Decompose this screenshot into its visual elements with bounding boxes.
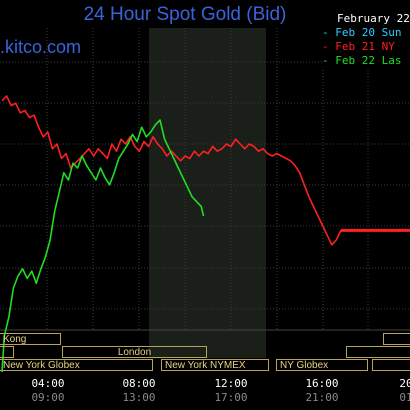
x-tick-0: 04:00 [31,377,65,390]
chart-title: 24 Hour Spot Gold (Bid) [83,4,287,25]
date-label: February 22 [337,12,410,25]
x-tick-4: 20 [399,377,410,390]
shade-layer [149,28,266,358]
session-ny-globex: NY Globex [276,359,368,371]
legend-swatch-1: - [322,40,336,53]
legend-item-0: - Feb 20 Sun [322,26,410,40]
session-right-row3 [372,359,410,371]
legend-label-0: Feb 20 Sun [335,26,402,39]
x-tick-3-secondary: 21:00 [305,391,339,404]
x-tick-3: 16:00 [305,377,339,390]
series-line-1 [1,95,410,246]
session-new-york-nymex: New York NYMEX [161,359,269,371]
series-line-2 [1,119,205,373]
legend-label-2: Feb 22 Las [335,54,402,67]
grid-layer [0,28,410,331]
nymex-shade [149,28,266,358]
session-new-york-globex: New York Globex [0,359,153,371]
legend-item-2: - Feb 22 Las [322,54,410,68]
x-tick-4-secondary: 01 [399,391,410,404]
legend-item-1: - Feb 21 NY [322,40,410,54]
x-tick-1: 08:00 [122,377,156,390]
session-right-row2 [346,346,410,358]
x-tick-1-secondary: 13:00 [122,391,156,404]
legend-swatch-0: - [322,26,336,39]
x-tick-2: 12:00 [214,377,248,390]
session-hong-kong: Kong [0,333,61,345]
session-right-row1 [383,333,410,345]
session-left-row2 [0,346,14,358]
x-tick-0-secondary: 09:00 [31,391,65,404]
legend-label-1: Feb 21 NY [335,40,395,53]
brand-label: .kitco.com [0,37,82,57]
session-london: London [62,346,207,358]
x-tick-2-secondary: 17:00 [214,391,248,404]
legend: - Feb 20 Sun - Feb 21 NY - Feb 22 Las [322,26,410,68]
series-layer [1,95,410,373]
legend-swatch-2: - [322,54,336,67]
